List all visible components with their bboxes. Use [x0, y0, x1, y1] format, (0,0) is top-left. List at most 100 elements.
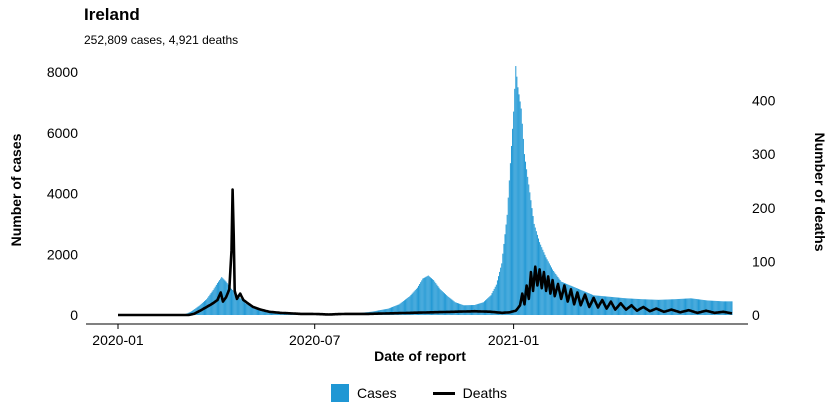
case-bar — [571, 286, 573, 315]
case-bar — [667, 299, 669, 315]
case-bar — [502, 253, 504, 315]
case-bar — [672, 299, 674, 315]
case-bar — [389, 307, 391, 315]
case-bar — [638, 299, 640, 315]
case-bar — [543, 252, 545, 315]
case-bar — [674, 299, 676, 315]
y-axis-title-right: Number of deaths — [812, 132, 828, 251]
case-bar — [401, 301, 403, 315]
case-bar — [267, 311, 269, 315]
case-bar — [507, 197, 509, 315]
case-bar — [496, 280, 498, 315]
case-bar — [583, 291, 585, 315]
case-bar — [462, 304, 464, 315]
legend-label-deaths: Deaths — [462, 385, 508, 401]
case-bar — [700, 299, 702, 315]
case-bar — [427, 275, 429, 315]
case-bar — [658, 299, 659, 315]
case-bar — [729, 301, 731, 315]
case-bar — [704, 300, 706, 315]
case-bar — [647, 299, 649, 315]
case-bar — [455, 302, 457, 315]
case-bar — [264, 310, 266, 315]
case-bar — [413, 291, 415, 315]
legend-swatch-cases — [330, 384, 349, 402]
case-bar — [521, 123, 523, 315]
case-bar — [493, 288, 495, 315]
case-bar — [237, 295, 239, 315]
case-bar — [723, 301, 725, 315]
case-bar — [660, 299, 662, 315]
case-bar — [468, 305, 470, 315]
case-bar — [265, 310, 267, 315]
case-bar — [269, 311, 271, 315]
case-bar — [639, 299, 641, 315]
case-bar — [668, 299, 670, 315]
x-axis-ticks: 2020-01 2020-07 2021-01 — [92, 324, 539, 348]
case-bar — [223, 279, 225, 315]
left-tick-label: 2000 — [47, 246, 78, 262]
case-bar — [584, 291, 586, 315]
case-bar — [485, 300, 487, 315]
case-bar — [609, 296, 611, 315]
case-bar — [250, 306, 252, 315]
case-bar — [235, 293, 237, 315]
case-bar — [418, 285, 419, 315]
case-bar — [510, 145, 512, 315]
case-bar — [509, 163, 511, 315]
right-tick-label: 300 — [752, 146, 776, 162]
case-bar — [615, 297, 617, 315]
case-bar — [713, 300, 715, 315]
case-bar — [556, 275, 558, 315]
case-bar — [402, 301, 404, 315]
case-bar — [585, 292, 587, 315]
case-bar — [271, 311, 272, 315]
case-bar — [450, 298, 452, 315]
case-bar — [709, 300, 711, 315]
case-bar — [419, 284, 421, 315]
case-bar — [719, 301, 721, 315]
case-bar — [433, 280, 435, 315]
case-bar — [463, 305, 465, 315]
case-bar — [478, 303, 480, 315]
case-bar — [464, 305, 466, 315]
case-bar — [662, 299, 664, 315]
legend-label-cases: Cases — [356, 385, 397, 401]
case-bar — [666, 299, 668, 315]
case-bar — [459, 303, 461, 315]
case-bar — [664, 299, 666, 315]
case-bar — [522, 138, 524, 315]
x-tick-label: 2020-01 — [92, 332, 144, 348]
right-tick-label: 100 — [752, 253, 776, 269]
case-bar — [525, 161, 527, 315]
legend-item-deaths: Deaths — [432, 384, 508, 402]
case-bar — [494, 286, 496, 315]
left-tick-label: 4000 — [47, 186, 78, 202]
case-bar — [726, 301, 728, 315]
case-bar — [428, 276, 430, 315]
case-bar — [563, 282, 565, 315]
case-bar — [517, 87, 519, 315]
case-bar — [403, 300, 405, 315]
case-bar — [416, 287, 418, 315]
case-bar — [614, 297, 616, 315]
case-bar — [705, 300, 707, 315]
case-bars — [161, 66, 733, 316]
deaths-line — [117, 188, 733, 317]
case-bar — [245, 303, 247, 315]
case-bar — [673, 299, 675, 315]
right-tick-label: 200 — [752, 200, 776, 216]
case-bar — [487, 298, 489, 315]
case-bar — [388, 308, 390, 315]
case-bar — [268, 311, 270, 315]
case-bar — [483, 301, 485, 315]
case-bar — [730, 301, 732, 315]
case-bar — [234, 292, 236, 315]
case-bar — [465, 305, 467, 315]
case-bar — [727, 301, 729, 315]
case-bar — [626, 298, 628, 315]
case-bar — [409, 296, 411, 315]
case-bar — [504, 234, 506, 315]
case-bar — [411, 293, 413, 315]
case-bar — [438, 287, 440, 315]
